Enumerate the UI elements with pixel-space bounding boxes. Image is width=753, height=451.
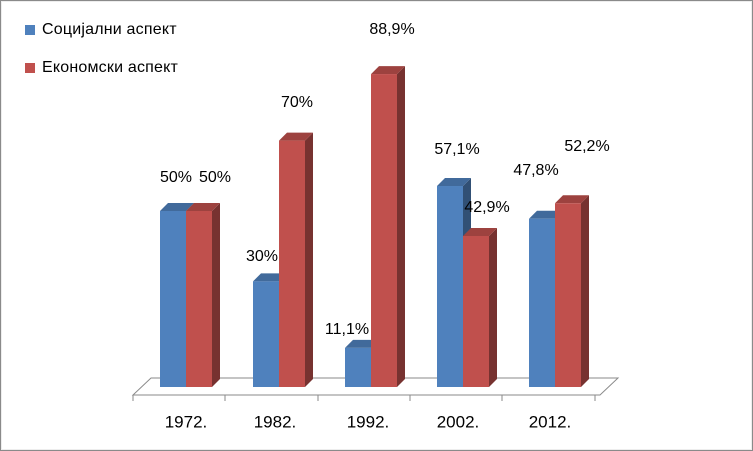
bar-top-social-1992: [345, 339, 379, 348]
data-label-economic-2002: 42,9%: [464, 199, 509, 216]
bar-social-2012: [529, 218, 555, 387]
bar-economic-2002: [463, 235, 489, 387]
bar-top-social-2002: [437, 178, 471, 187]
bar-economic-1972: [186, 211, 212, 387]
bar-top-economic-2012: [555, 195, 589, 204]
data-label-economic-1972: 50%: [199, 169, 231, 186]
bar-top-economic-1972: [186, 203, 220, 211]
bar-economic-1982: [279, 140, 305, 387]
bar-top-economic-1992: [371, 66, 405, 75]
legend-label-economic: Економски аспект: [42, 59, 179, 76]
bar-side-economic-1992: [397, 66, 405, 388]
data-label-economic-2012: 52,2%: [564, 138, 609, 155]
bar-economic-1992: [371, 74, 397, 388]
bar-top-social-2012: [529, 210, 563, 219]
bar-top-economic-2002: [463, 227, 497, 236]
bar-social-1992: [345, 347, 371, 387]
legend: Социјални аспект Економски аспект: [25, 15, 178, 91]
legend-item-economic: Економски аспект: [25, 53, 178, 83]
data-label-social-1972: 50%: [160, 169, 192, 186]
data-label-social-2012: 47,8%: [513, 162, 558, 179]
bar-side-economic-2012: [581, 195, 589, 387]
bar-top-social-1972: [160, 203, 194, 211]
bar-top-social-1982: [253, 273, 287, 282]
x-tick-label-1982: 1982.: [254, 412, 297, 431]
x-tick-label-2012: 2012.: [529, 412, 572, 431]
x-tick-label-1992: 1992.: [347, 412, 390, 431]
data-label-social-2002: 57,1%: [434, 141, 479, 158]
data-label-economic-1982: 70%: [281, 94, 313, 111]
bar-social-2002: [437, 186, 463, 387]
bar-side-economic-1982: [305, 132, 313, 387]
bar-economic-2012: [555, 203, 581, 387]
bar-side-economic-1972: [212, 203, 220, 387]
x-tick-label-1972: 1972.: [165, 412, 208, 431]
data-label-social-1992: 11,1%: [325, 321, 369, 338]
legend-label-social: Социјални аспект: [42, 21, 177, 38]
x-tick-label-2002: 2002.: [437, 412, 480, 431]
legend-swatch-economic: [25, 63, 35, 73]
legend-swatch-social: [25, 25, 35, 35]
bar-side-economic-2002: [489, 227, 497, 387]
bar-social-1982: [253, 281, 279, 387]
data-label-social-1982: 30%: [246, 248, 278, 265]
bar-social-1972: [160, 211, 186, 387]
legend-item-social: Социјални аспект: [25, 15, 178, 45]
bar-top-economic-1982: [279, 132, 313, 141]
data-label-economic-1992: 88,9%: [369, 21, 414, 38]
